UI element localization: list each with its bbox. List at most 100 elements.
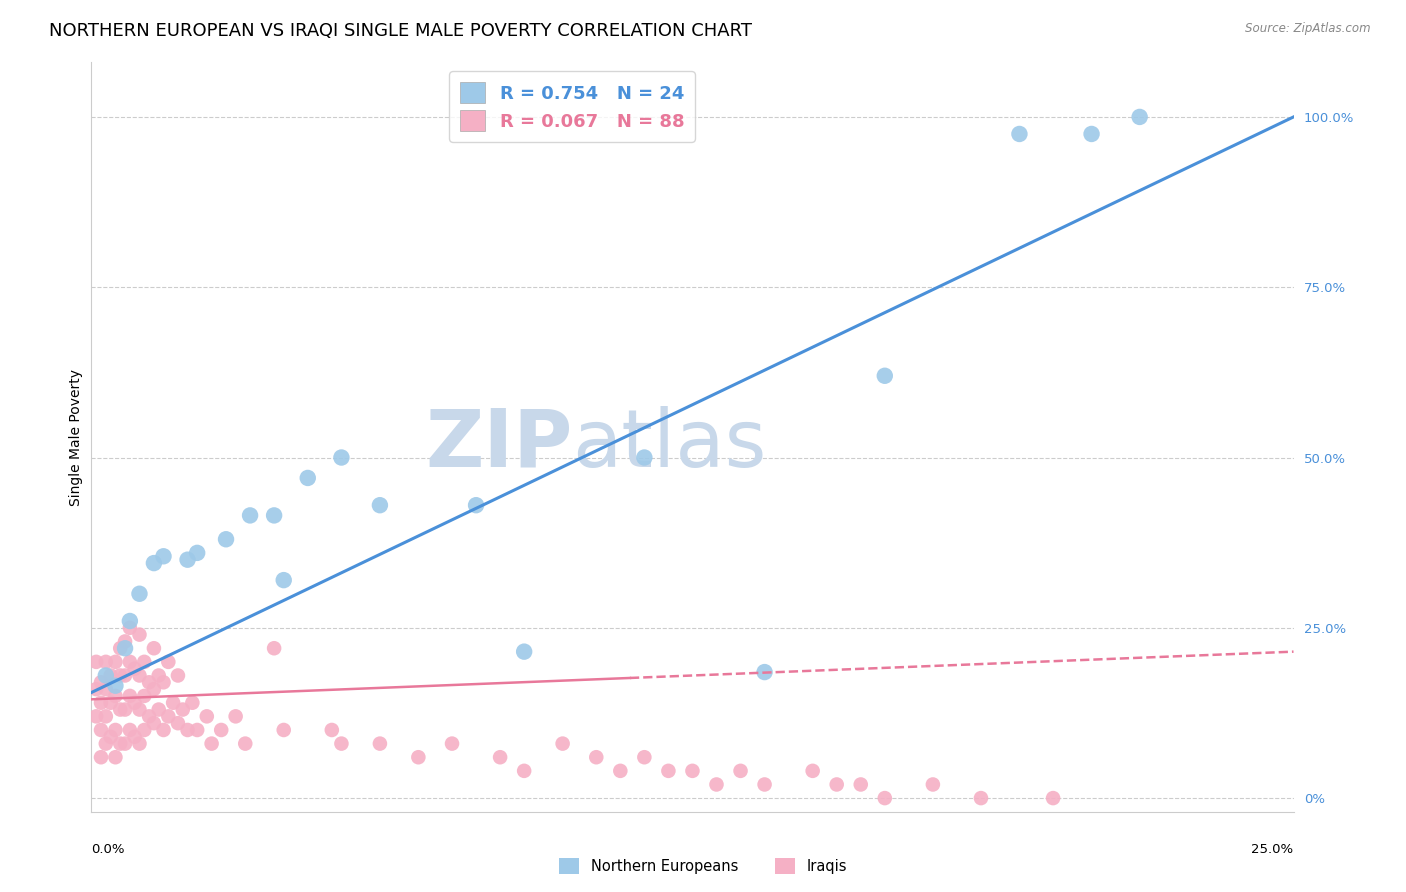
Point xyxy=(489,750,512,764)
Point xyxy=(114,634,136,648)
Point xyxy=(368,737,391,751)
Text: 0.0%: 0.0% xyxy=(91,843,125,856)
Point xyxy=(633,450,655,465)
Point xyxy=(134,655,156,669)
Point xyxy=(513,764,536,778)
Point xyxy=(181,696,204,710)
Y-axis label: Single Male Poverty: Single Male Poverty xyxy=(69,368,83,506)
Point xyxy=(114,702,136,716)
Point xyxy=(225,709,247,723)
Point xyxy=(118,689,141,703)
Text: Source: ZipAtlas.com: Source: ZipAtlas.com xyxy=(1246,22,1371,36)
Point xyxy=(970,791,993,805)
Point xyxy=(148,668,170,682)
Text: atlas: atlas xyxy=(572,406,766,483)
Point xyxy=(681,764,703,778)
Point xyxy=(124,730,146,744)
Point xyxy=(633,750,655,764)
Point xyxy=(138,675,160,690)
Point xyxy=(128,587,150,601)
Point xyxy=(152,549,174,564)
Point xyxy=(152,723,174,737)
Point xyxy=(657,764,679,778)
Point xyxy=(330,737,353,751)
Point xyxy=(176,723,198,737)
Point xyxy=(138,709,160,723)
Point xyxy=(873,368,896,383)
Point xyxy=(801,764,824,778)
Point xyxy=(118,621,141,635)
Point xyxy=(94,737,117,751)
Point xyxy=(263,641,285,656)
Text: ZIP: ZIP xyxy=(425,406,572,483)
Point xyxy=(104,679,127,693)
Point xyxy=(142,716,165,731)
Point xyxy=(134,723,156,737)
Point xyxy=(90,675,112,690)
Point xyxy=(124,696,146,710)
Point xyxy=(114,668,136,682)
Legend: Northern Europeans, Iraqis: Northern Europeans, Iraqis xyxy=(553,852,853,880)
Point xyxy=(128,702,150,716)
Point xyxy=(157,655,180,669)
Point xyxy=(134,689,156,703)
Point xyxy=(609,764,631,778)
Point xyxy=(825,777,848,791)
Point xyxy=(94,655,117,669)
Point xyxy=(186,723,208,737)
Point xyxy=(104,655,127,669)
Point xyxy=(195,709,218,723)
Point xyxy=(104,689,127,703)
Point xyxy=(176,552,198,566)
Point xyxy=(110,737,132,751)
Point xyxy=(110,641,132,656)
Point xyxy=(209,723,232,737)
Point xyxy=(201,737,224,751)
Point xyxy=(706,777,728,791)
Point xyxy=(84,682,107,697)
Point xyxy=(330,450,353,465)
Point xyxy=(273,723,295,737)
Point xyxy=(754,777,776,791)
Point xyxy=(128,668,150,682)
Point xyxy=(94,709,117,723)
Point xyxy=(162,696,184,710)
Point xyxy=(167,668,190,682)
Point xyxy=(186,546,208,560)
Point xyxy=(440,737,463,751)
Point xyxy=(124,662,146,676)
Point xyxy=(142,641,165,656)
Point xyxy=(84,655,107,669)
Point xyxy=(128,737,150,751)
Point xyxy=(1080,127,1102,141)
Point xyxy=(551,737,574,751)
Point xyxy=(114,737,136,751)
Point xyxy=(104,750,127,764)
Point xyxy=(100,730,122,744)
Point xyxy=(215,533,238,547)
Point xyxy=(922,777,945,791)
Point xyxy=(118,655,141,669)
Text: 25.0%: 25.0% xyxy=(1251,843,1294,856)
Point xyxy=(849,777,872,791)
Text: NORTHERN EUROPEAN VS IRAQI SINGLE MALE POVERTY CORRELATION CHART: NORTHERN EUROPEAN VS IRAQI SINGLE MALE P… xyxy=(49,22,752,40)
Point xyxy=(142,556,165,570)
Point xyxy=(157,709,180,723)
Point xyxy=(94,668,117,682)
Point xyxy=(513,645,536,659)
Point xyxy=(167,716,190,731)
Point xyxy=(84,709,107,723)
Point xyxy=(368,498,391,512)
Point xyxy=(873,791,896,805)
Point xyxy=(90,696,112,710)
Point xyxy=(321,723,343,737)
Point xyxy=(408,750,430,764)
Point xyxy=(94,682,117,697)
Legend: R = 0.754   N = 24, R = 0.067   N = 88: R = 0.754 N = 24, R = 0.067 N = 88 xyxy=(449,71,695,142)
Point xyxy=(730,764,752,778)
Point xyxy=(104,723,127,737)
Point xyxy=(172,702,194,716)
Point xyxy=(90,723,112,737)
Point xyxy=(128,627,150,641)
Point xyxy=(233,737,256,751)
